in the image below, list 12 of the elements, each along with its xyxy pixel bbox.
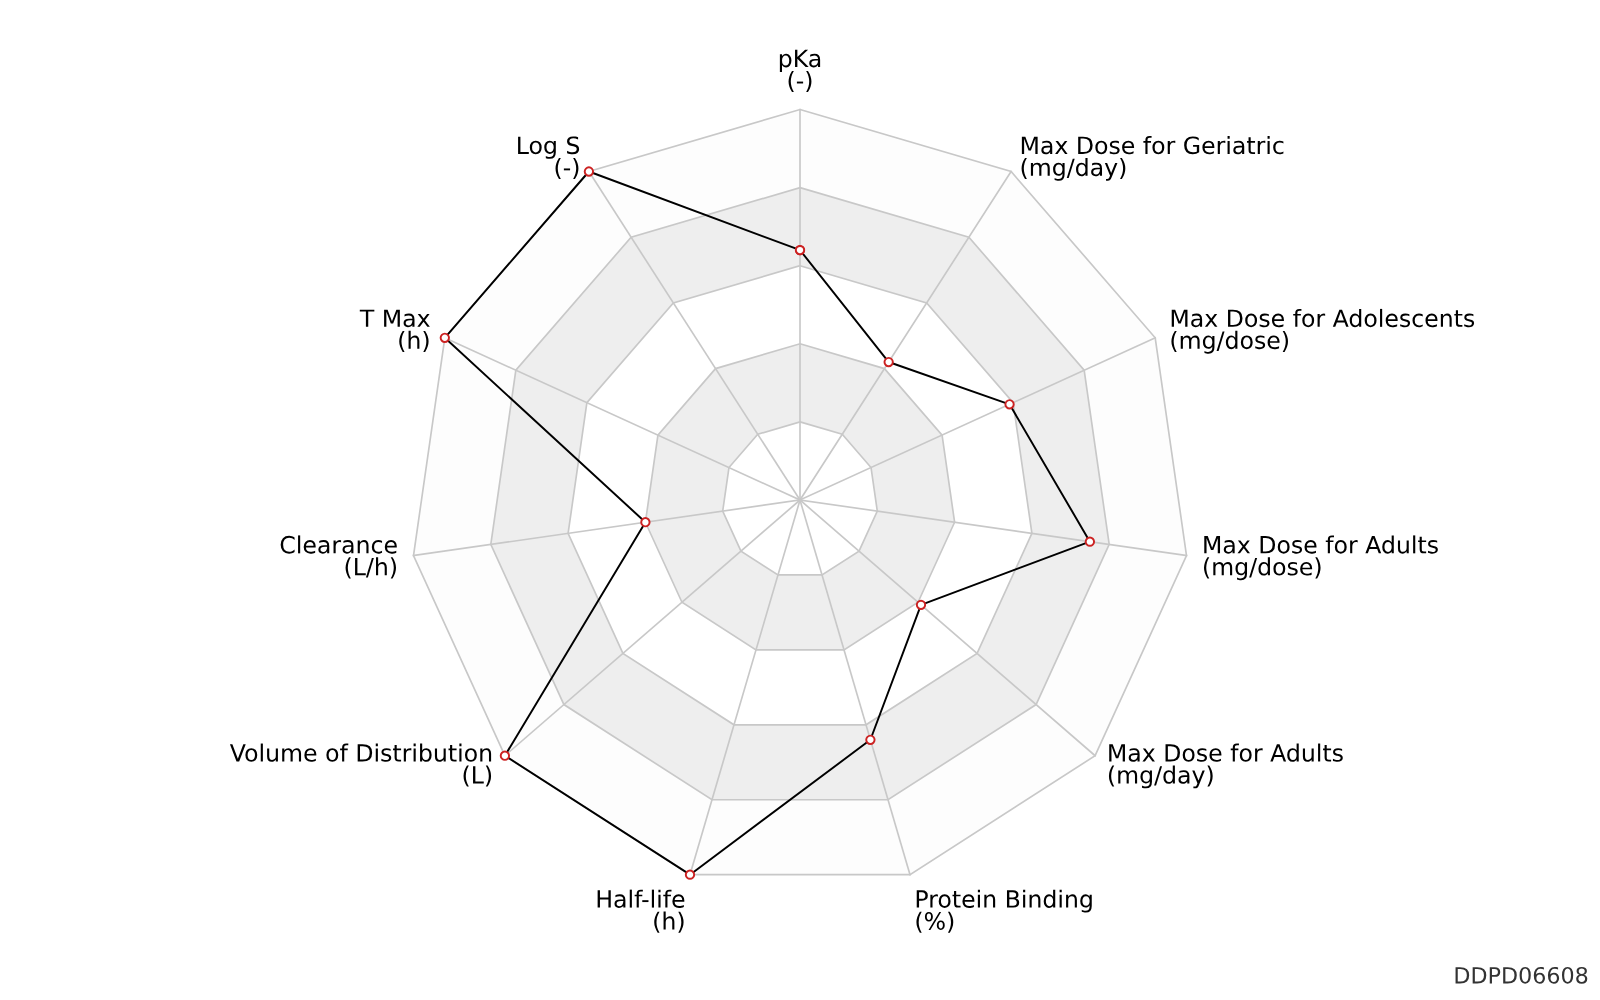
spoke-label: Protein Binding (%) — [916, 889, 1092, 933]
spoke-label: T Max (h) — [359, 309, 430, 352]
spoke-label: Max Dose for Adolescents (mg/dose) — [1171, 308, 1475, 354]
spoke-label: Max Dose for Adults (mg/day) — [1108, 743, 1343, 789]
spoke-label: Max Dose for Adults (mg/dose) — [1203, 535, 1438, 581]
spoke-label: Max Dose for Geriatric (mg/day) — [1021, 135, 1284, 181]
spoke-label: pKa (-) — [779, 49, 821, 93]
spoke-label: Volume of Distribution (L) — [229, 743, 492, 787]
spoke-label: Half-life (h) — [597, 889, 685, 933]
spoke-label: Clearance (L/h) — [280, 535, 397, 579]
spoke-label: Log S (-) — [518, 136, 580, 179]
text: DDPD06608 — [1455, 966, 1588, 984]
